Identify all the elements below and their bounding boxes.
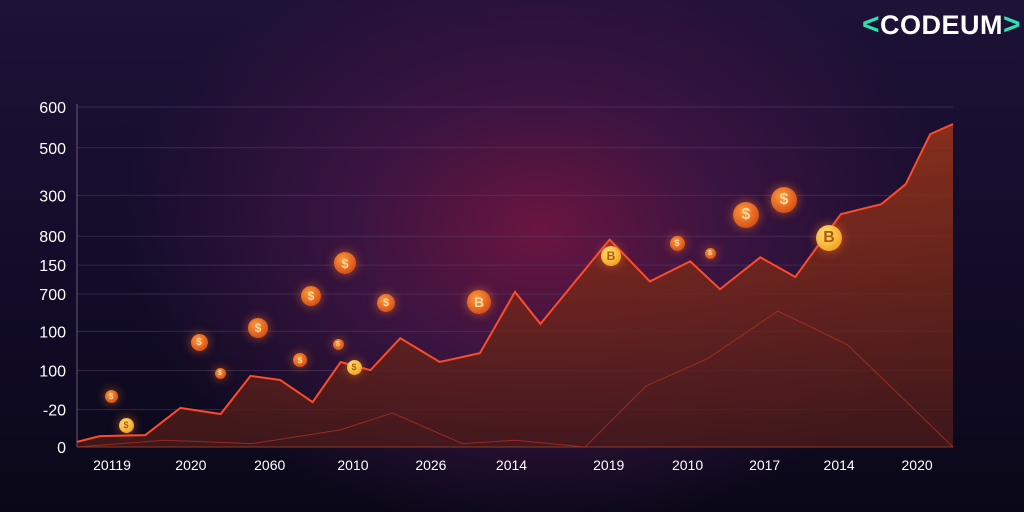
x-tick-label: 20119	[93, 457, 131, 473]
logo-right-chevron-icon: >	[1003, 8, 1022, 41]
dollar-coin-icon: $	[190, 333, 208, 351]
x-tick-label: 2014	[496, 457, 527, 473]
x-tick-label: 2017	[749, 457, 780, 473]
dollar-coin-icon: $	[301, 286, 321, 306]
y-tick-label: 100	[39, 324, 66, 341]
logo-text: CODEUM	[880, 9, 1004, 40]
bitcoin-coin-icon: B	[816, 225, 842, 251]
series-line-secondary	[76, 310, 954, 448]
dollar-coin-icon: $	[669, 235, 685, 251]
bitcoin-coin-icon: B	[601, 246, 621, 266]
x-tick-label: 2014	[824, 457, 855, 473]
y-tick-label: 150	[39, 258, 66, 275]
x-tick-label: 2060	[254, 457, 285, 473]
codeum-logo: < CODEUM >	[862, 8, 1021, 42]
dollar-coin-icon: $	[346, 359, 362, 375]
y-tick-label: 500	[39, 141, 66, 158]
dollar-coin-icon: $	[704, 247, 716, 259]
x-tick-label: 2019	[593, 457, 624, 473]
dollar-coin-icon: $	[332, 338, 344, 350]
y-tick-label: 0	[57, 440, 66, 457]
dollar-coin-icon: $	[334, 252, 356, 274]
dollar-coin-icon: $	[771, 187, 797, 213]
y-tick-label: 300	[39, 188, 66, 205]
dollar-coin-icon: $	[214, 367, 226, 379]
y-tick-label: -20	[43, 403, 66, 420]
dollar-coin-icon: $	[248, 318, 268, 338]
x-tick-label: 2020	[902, 457, 933, 473]
dollar-coin-icon: $	[118, 417, 134, 433]
x-tick-label: 2026	[415, 457, 446, 473]
y-tick-label: 800	[39, 229, 66, 246]
x-tick-label: 2010	[672, 457, 703, 473]
y-tick-label: 600	[39, 100, 66, 117]
series-line-main	[76, 123, 954, 443]
series-area-main	[77, 124, 953, 447]
dollar-coin-icon: $	[104, 389, 118, 403]
dollar-coin-icon: $	[293, 353, 307, 367]
y-tick-label: 100	[39, 364, 66, 381]
x-tick-label: 2010	[337, 457, 368, 473]
x-tick-label: 2020	[175, 457, 206, 473]
bitcoin-coin-icon: B	[467, 290, 491, 314]
logo-left-chevron-icon: <	[862, 8, 881, 41]
y-tick-label: 700	[39, 287, 66, 304]
dollar-coin-icon: $	[733, 202, 759, 228]
dollar-coin-icon: $	[377, 294, 395, 312]
